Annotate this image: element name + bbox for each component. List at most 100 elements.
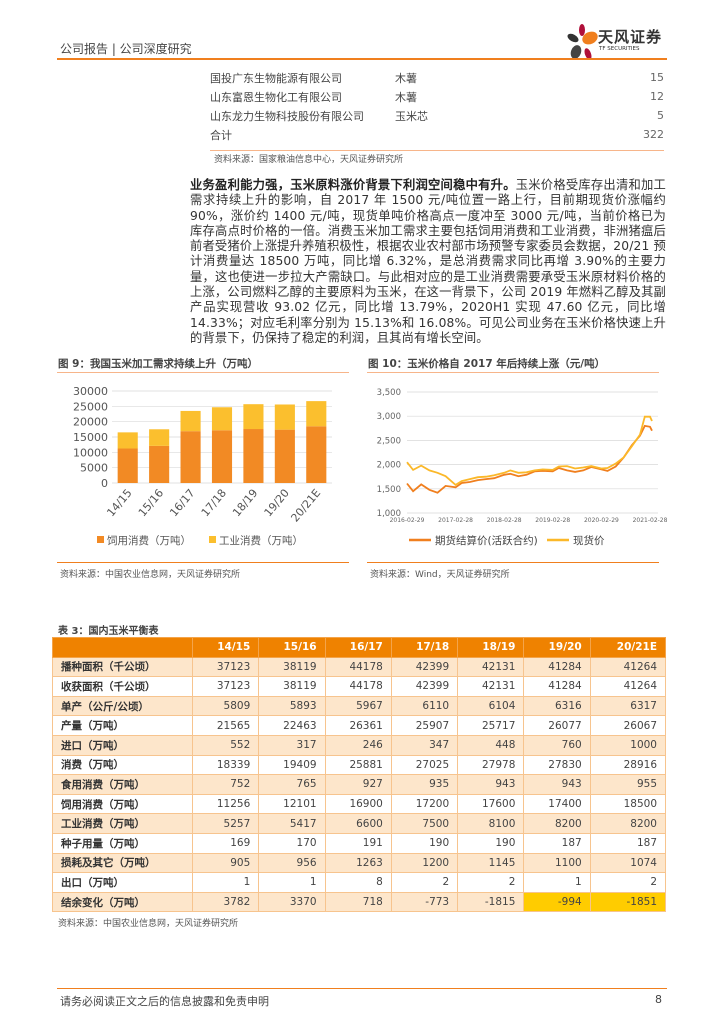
y-tick-label: 2,500 <box>377 436 401 446</box>
y-tick-label: 15000 <box>73 431 108 444</box>
table-cell: 16900 <box>324 793 392 815</box>
table-source: 资料来源：国家粮油信息中心，天风证券研究所 <box>214 155 404 165</box>
table-cell: 1 <box>523 872 591 893</box>
row-label: 消费（万吨） <box>52 754 193 776</box>
table-cell: 27978 <box>457 754 525 776</box>
table-cell: 3370 <box>258 891 326 913</box>
row-label: 产量（万吨） <box>52 715 193 736</box>
table-cell: 42399 <box>390 656 459 678</box>
table-cell: 41284 <box>523 676 591 697</box>
table-cell: 448 <box>457 734 525 756</box>
legend-label: 饲用消费（万吨） <box>107 534 191 547</box>
row-label: 饲用消费（万吨） <box>52 793 193 815</box>
x-tick-label: 2021-02-28 <box>633 517 667 524</box>
table-cell: 2 <box>390 872 459 893</box>
bar-feed <box>243 429 264 483</box>
y-tick-label: 10000 <box>73 446 108 459</box>
y-tick-label: 3,000 <box>377 412 401 422</box>
table-3-source: 资料来源：中国农业信息网，天风证券研究所 <box>58 919 239 929</box>
company-logo: 天风证券 TF SECURITIES <box>566 24 666 60</box>
page-number: 8 <box>655 993 662 1006</box>
x-tick-label: 2020-02-29 <box>584 517 619 524</box>
table-cell: 42131 <box>457 676 525 697</box>
table-row: 种子用量（万吨） 169 170 191 190 190 187 187 <box>52 832 667 854</box>
table-cell: 6317 <box>589 695 667 717</box>
table-cell: 12101 <box>258 793 326 815</box>
table-row: 工业消费（万吨） 5257 5417 6600 7500 8100 8200 8200 <box>52 813 667 834</box>
table-cell: 2 <box>457 872 525 893</box>
row-label: 种子用量（万吨） <box>52 832 193 854</box>
figure-9-title: 图 9：我国玉米加工需求持续上升（万吨） <box>58 358 258 370</box>
header-cell-empty <box>52 637 193 658</box>
paragraph-lead: 业务盈利能力强，玉米原料涨价背景下利润空间稳中有升。 <box>190 178 516 192</box>
bar-feed <box>274 429 295 483</box>
table-row: 合计 322 <box>210 125 664 144</box>
column-header: 15/16 <box>258 637 326 658</box>
bar-industrial <box>149 429 170 446</box>
legend-label: 现货价 <box>573 534 605 547</box>
table-cell: 760 <box>523 734 591 756</box>
table-row: 损耗及其它（万吨） 905 956 1263 1200 1145 1100 1074 <box>52 852 667 874</box>
y-tick-label: 2,000 <box>377 461 401 471</box>
table-cell: 21565 <box>191 715 260 736</box>
y-tick-label: 1,500 <box>377 485 401 495</box>
y-tick-label: 20000 <box>73 416 108 429</box>
table-cell: 190 <box>390 832 459 854</box>
table-cell: 718 <box>324 891 392 913</box>
figure-10-source: 资料来源：Wind，天风证券研究所 <box>370 570 510 580</box>
bar-industrial <box>306 401 327 427</box>
report-category: 公司报告 | 公司深度研究 <box>60 42 192 56</box>
table-row: 山东富恩生物化工有限公司 木薯 12 <box>210 87 664 106</box>
bar-feed <box>149 445 170 483</box>
cell-material: 玉米芯 <box>395 109 428 123</box>
table-cell: 3782 <box>191 891 260 913</box>
cell-company: 山东富恩生物化工有限公司 <box>210 90 342 104</box>
table-cell: 7500 <box>390 813 459 834</box>
bar-industrial <box>274 404 295 430</box>
table-row: 进口（万吨） 552 317 246 347 448 760 1000 <box>52 734 667 756</box>
table-cell: 765 <box>258 774 326 795</box>
legend-swatch <box>209 536 216 543</box>
line-chart: 1,000 1,500 2,000 2,500 3,000 3,500 2016-02-29… <box>377 388 667 547</box>
row-label: 播种面积（千公顷） <box>52 656 193 678</box>
table-cell: 943 <box>457 774 525 795</box>
table-cell: -1851 <box>589 891 667 913</box>
row-label: 出口（万吨） <box>52 872 193 893</box>
table-cell: 37123 <box>191 656 260 678</box>
row-label: 工业消费（万吨） <box>52 813 193 834</box>
bar-industrial <box>211 407 233 431</box>
table-row: 消费（万吨） 18339 19409 25881 27025 27978 27830 2891… <box>52 754 667 776</box>
figure-9-bottom-rule <box>57 562 349 563</box>
table-cell: 41264 <box>589 656 667 678</box>
x-tick-label: 2018-02-28 <box>487 517 522 524</box>
table-row: 出口（万吨） 1 1 8 2 2 1 2 <box>52 872 667 893</box>
table-cell: 17200 <box>390 793 459 815</box>
bar-feed <box>211 430 233 483</box>
cell-value: 12 <box>650 90 664 103</box>
table-cell: 187 <box>523 832 591 854</box>
y-tick-label: 1,000 <box>377 509 401 519</box>
table-cell: 943 <box>523 774 591 795</box>
table-cell: 169 <box>191 832 260 854</box>
figure-10-top-rule <box>367 372 659 373</box>
table-cell: 955 <box>589 774 667 795</box>
table-cell: -994 <box>523 891 591 913</box>
table-cell: 927 <box>324 774 392 795</box>
table-row: 收获面积（千公顷） 37123 38119 44178 42399 42131 41284 4… <box>52 676 667 697</box>
table-cell: 44178 <box>324 676 392 697</box>
petal-logo-icon <box>567 24 598 60</box>
series-line-futures <box>406 424 653 494</box>
column-header: 19/20 <box>523 637 591 658</box>
table-cell: 1000 <box>589 734 667 756</box>
logo-name: 天风证券 <box>598 28 663 46</box>
legend-swatch <box>97 536 104 543</box>
figure-9-top-rule <box>57 372 349 373</box>
y-tick-label: 3,500 <box>377 388 401 398</box>
table-cell: 41264 <box>589 676 667 697</box>
table-cell: -773 <box>390 891 459 913</box>
table-cell: 1100 <box>523 852 591 874</box>
table-row: 单产（公斤/公顷） 5809 5893 5967 6110 6104 6316 6317 <box>52 695 667 717</box>
figure-10-bottom-rule <box>367 562 659 563</box>
x-tick-label: 17/18 <box>199 487 229 520</box>
figure-10-title: 图 10：玉米价格自 2017 年后持续上涨（元/吨） <box>368 358 606 370</box>
